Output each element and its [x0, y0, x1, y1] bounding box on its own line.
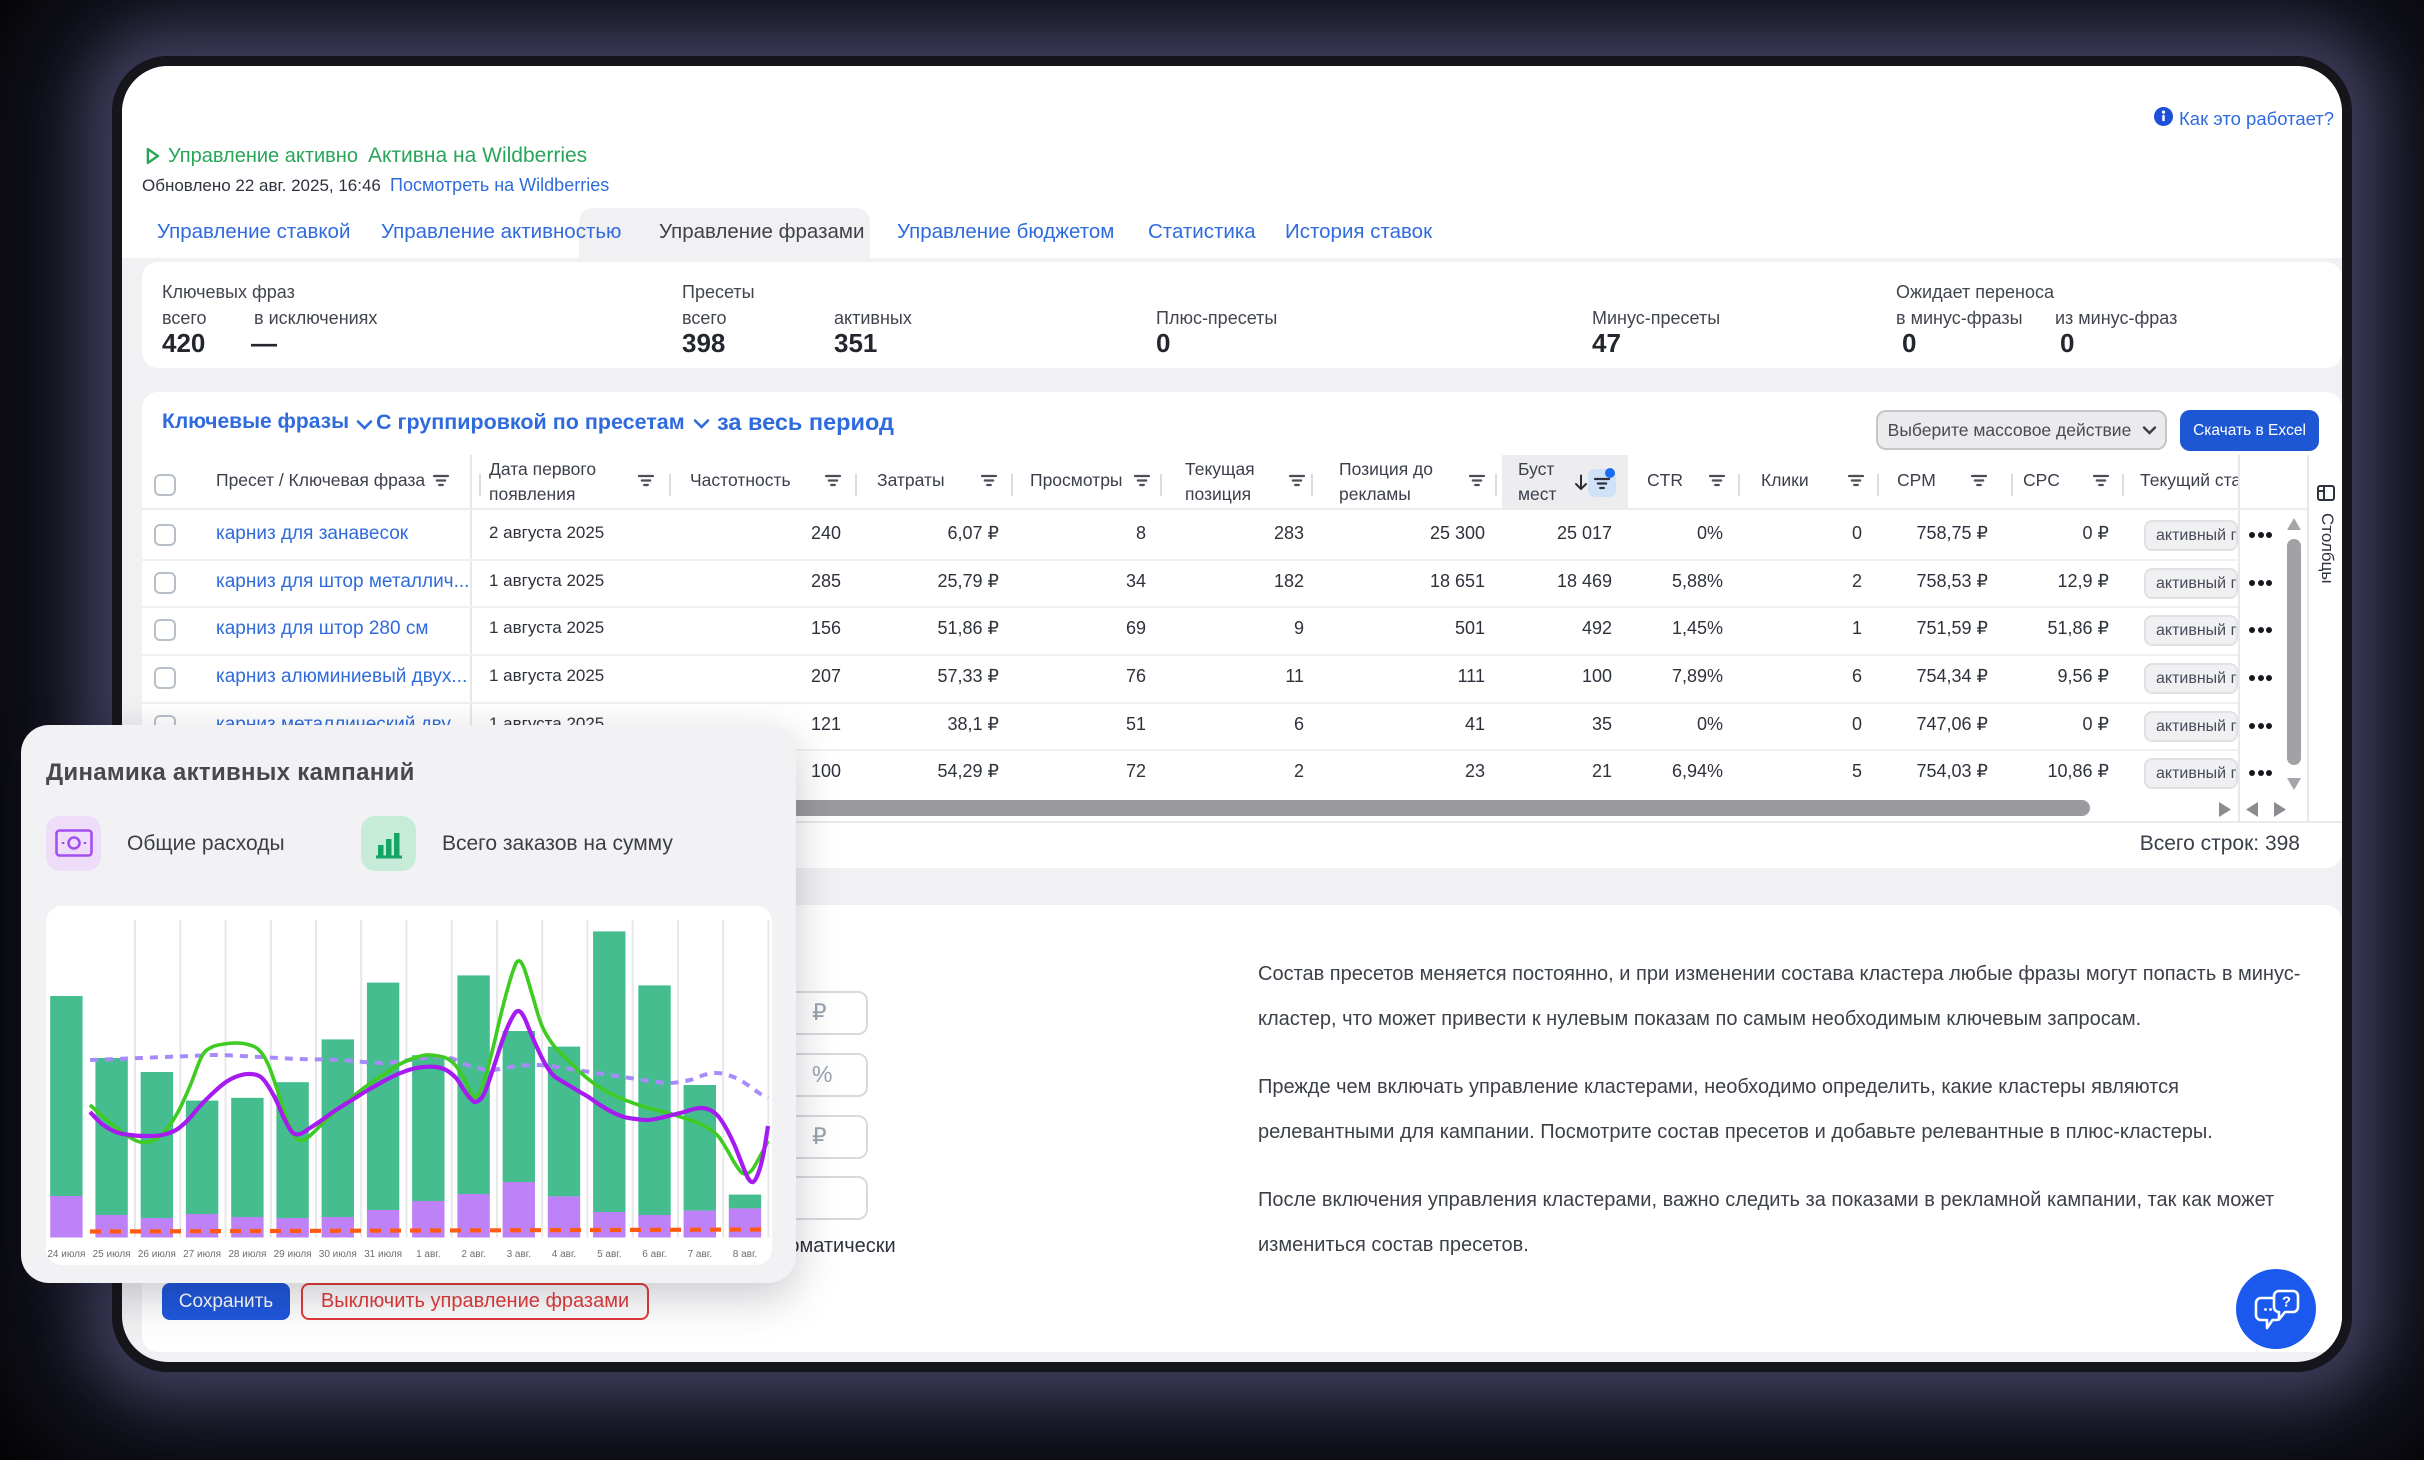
svg-text:25 июля: 25 июля — [93, 1249, 131, 1260]
svg-text:2 авг.: 2 авг. — [461, 1249, 485, 1260]
svg-text:6 авг.: 6 авг. — [642, 1249, 666, 1260]
svg-text:3 авг.: 3 авг. — [507, 1249, 531, 1260]
svg-text:31 июля: 31 июля — [364, 1249, 402, 1260]
svg-text:4 авг.: 4 авг. — [552, 1249, 576, 1260]
svg-text:1 авг.: 1 авг. — [416, 1249, 440, 1260]
svg-text:7 авг.: 7 авг. — [688, 1249, 712, 1260]
svg-text:28 июля: 28 июля — [228, 1249, 266, 1260]
svg-text:26 июля: 26 июля — [138, 1249, 176, 1260]
svg-text:27 июля: 27 июля — [183, 1249, 221, 1260]
svg-text:30 июля: 30 июля — [319, 1249, 357, 1260]
svg-text:?: ? — [2282, 1294, 2291, 1311]
svg-text:29 июля: 29 июля — [274, 1249, 312, 1260]
svg-text:24 июля: 24 июля — [47, 1249, 85, 1260]
svg-text:8 авг.: 8 авг. — [733, 1249, 757, 1260]
svg-text:5 авг.: 5 авг. — [597, 1249, 621, 1260]
